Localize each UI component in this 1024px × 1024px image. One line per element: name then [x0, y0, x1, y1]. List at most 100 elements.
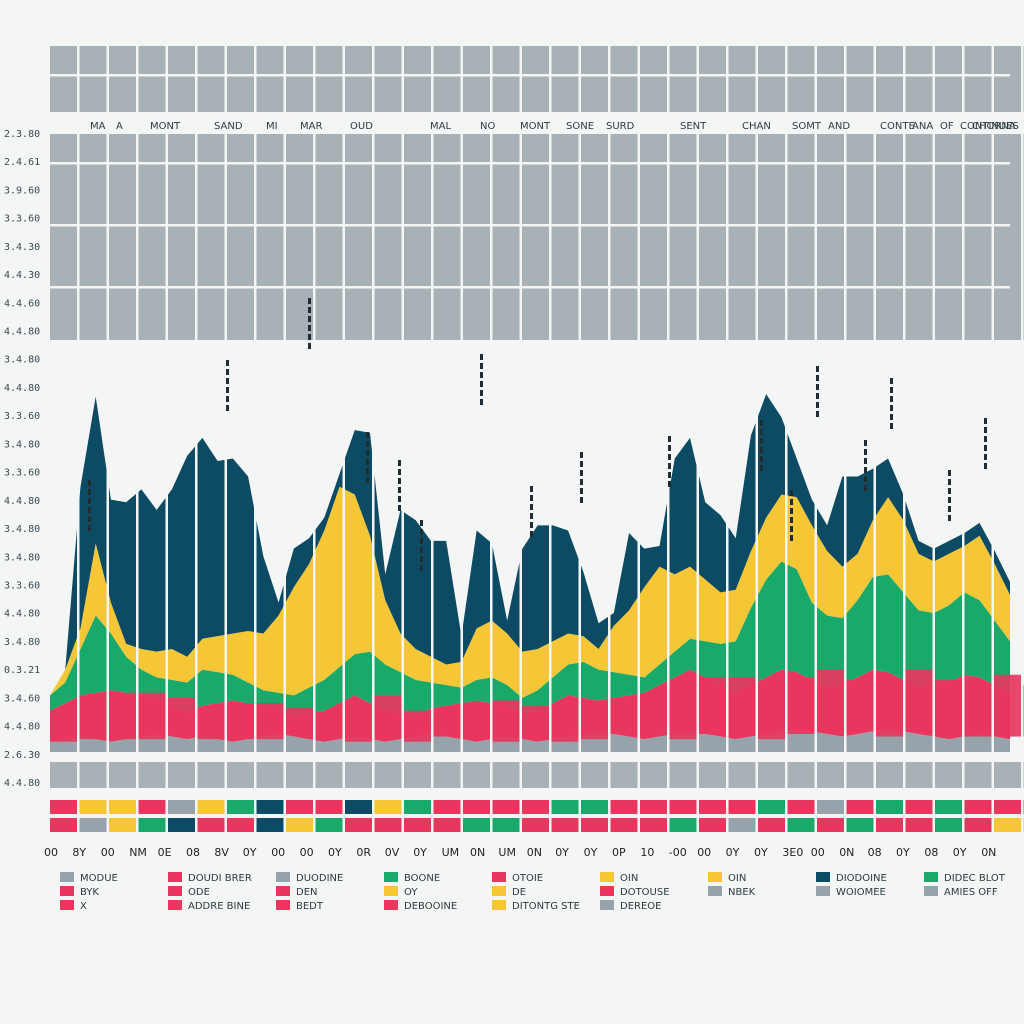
column-block	[669, 692, 697, 740]
x-tick-label: UM	[498, 846, 516, 859]
strip-cell-top	[522, 800, 549, 814]
top-label: MAL	[430, 121, 451, 132]
top-label: A	[116, 121, 123, 132]
annotation-mark	[580, 488, 583, 494]
annotation-mark	[668, 481, 671, 487]
legend-label: DEBOOINE	[404, 901, 457, 912]
annotation-mark	[890, 396, 893, 402]
plot-divider	[401, 340, 404, 760]
band-cell	[640, 46, 667, 112]
band-cell	[433, 134, 461, 340]
plot-divider	[637, 340, 640, 760]
annotation-mark	[760, 456, 763, 462]
strip-cell-bottom	[286, 818, 313, 832]
band-cell	[935, 134, 962, 340]
annotation-mark	[760, 429, 763, 435]
annotation-mark	[984, 436, 987, 442]
strip-cell-top	[787, 800, 815, 814]
plot-divider	[608, 340, 611, 760]
area-dark-teal	[50, 394, 1010, 696]
x-tick-label: 0Y	[328, 846, 342, 859]
x-tick-label: 00	[697, 846, 711, 859]
annotation-mark	[864, 458, 867, 464]
y-tick-label: 3.4.80	[4, 524, 40, 535]
band-cell	[581, 762, 608, 788]
plot-divider	[77, 340, 80, 760]
plot-divider	[283, 340, 286, 760]
annotation-mark	[816, 384, 819, 390]
band-cell	[109, 134, 136, 340]
strip-cell-bottom	[699, 818, 726, 832]
annotation-mark	[88, 525, 91, 531]
band-cell	[610, 134, 638, 340]
legend-swatch	[168, 886, 182, 896]
annotation-mark	[790, 508, 793, 514]
annotation-mark	[864, 476, 867, 482]
band-cell	[197, 46, 225, 112]
column-block	[197, 713, 225, 740]
annotation-mark	[226, 405, 229, 411]
plot-divider	[254, 340, 257, 760]
annotation-mark	[816, 375, 819, 381]
band-gridline	[50, 224, 1010, 227]
legend: MODUE DOUDI BRER DUODINE BOONE OTOIE OIN OIN DI…	[60, 872, 1006, 912]
top-label: OF	[940, 121, 954, 132]
x-tick-label: 0N	[839, 846, 854, 859]
annotation-mark	[890, 423, 893, 429]
strip-cell-top	[669, 800, 697, 814]
x-tick-label: 0Y	[896, 846, 910, 859]
column-block	[935, 679, 962, 732]
band-cell	[551, 46, 579, 112]
plot-divider	[313, 340, 316, 760]
area-green	[50, 561, 1010, 716]
annotation-mark	[398, 469, 401, 475]
top-labels: MA A MONT SAND MI MAR OUD MAL NO MONT SONE SURD SENT…	[90, 121, 1019, 132]
column-block	[581, 703, 608, 740]
column-block	[168, 697, 195, 734]
plot-divider	[578, 340, 581, 760]
top-label: SENT	[680, 121, 707, 132]
column-block	[404, 710, 431, 742]
top-label: MONT	[520, 121, 551, 132]
annotation-mark	[480, 390, 483, 396]
strip-cell-bottom	[728, 818, 756, 832]
strip-cell-bottom	[404, 818, 431, 832]
legend-label: ODE	[188, 887, 210, 898]
strip-cell-bottom	[374, 818, 402, 832]
y-tick-label: 2.6.30	[4, 750, 40, 761]
plot-divider	[903, 340, 906, 760]
plot-divider	[696, 340, 699, 760]
plot-divider	[785, 340, 788, 760]
strip-cell-bottom	[640, 818, 667, 832]
annotation-mark	[480, 363, 483, 369]
column-block	[758, 692, 785, 740]
annotation-mark	[308, 307, 311, 313]
strip-cell-bottom	[345, 818, 372, 832]
band-cell	[640, 134, 667, 340]
annotation-mark	[984, 463, 987, 469]
plot-divider	[195, 340, 198, 760]
strip-cell-bottom	[758, 818, 785, 832]
annotation-mark	[398, 487, 401, 493]
strip-cell-bottom	[168, 818, 195, 832]
strip-cell-top	[168, 800, 195, 814]
column-block	[109, 692, 136, 740]
strip-cell-bottom	[876, 818, 903, 832]
band-gridline	[50, 74, 1010, 77]
band-cell	[964, 46, 992, 112]
band-cell	[286, 762, 313, 788]
annotation-mark	[816, 411, 819, 417]
strip-cell-top	[728, 800, 756, 814]
column-block	[374, 695, 402, 737]
top-label: SONE	[566, 121, 594, 132]
annotation-mark	[420, 538, 423, 544]
strip-cell-bottom	[227, 818, 254, 832]
background-bands	[50, 46, 1024, 788]
plot-divider	[755, 340, 758, 760]
band-cell	[787, 134, 815, 340]
band-cell	[817, 46, 844, 112]
band-cell	[109, 46, 136, 112]
top-label: SURD	[606, 121, 635, 132]
area-yellow	[50, 486, 1010, 698]
annotation-mark	[420, 556, 423, 562]
